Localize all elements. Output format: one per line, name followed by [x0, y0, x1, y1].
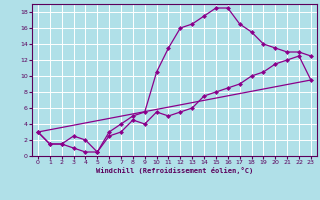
X-axis label: Windchill (Refroidissement éolien,°C): Windchill (Refroidissement éolien,°C): [96, 167, 253, 174]
